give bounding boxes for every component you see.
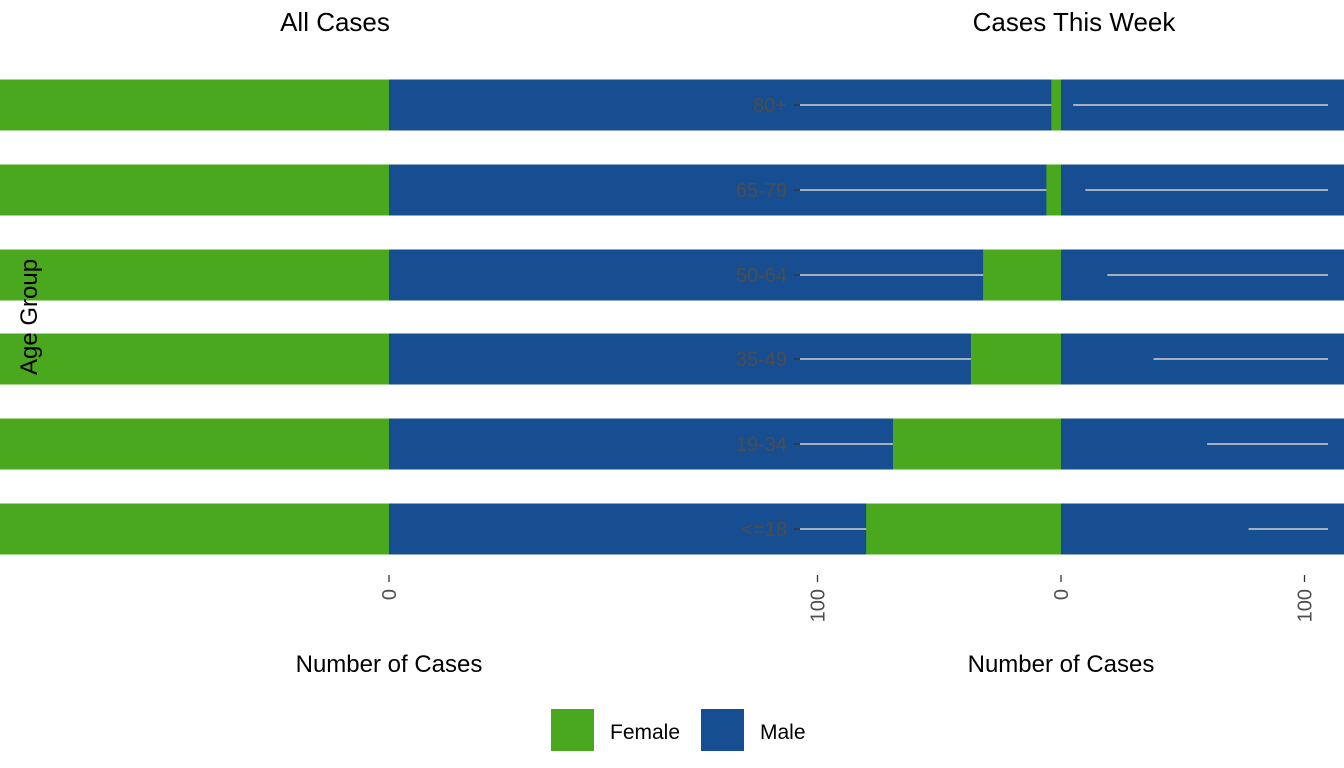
bar-female-80+ [0, 79, 389, 131]
bar-male-35-49 [1061, 333, 1154, 385]
x-tick-label: 100 [808, 589, 830, 622]
bar-female-80+ [1051, 79, 1061, 131]
bar-female-65-79 [1046, 164, 1061, 216]
legend: Female Male [551, 709, 806, 751]
legend-swatch-male [701, 709, 744, 751]
legend-label-male: Male [760, 721, 806, 744]
bar-female-65-79 [0, 164, 389, 216]
bar-female-<=18 [866, 503, 1061, 555]
bar-male-50-64 [1061, 249, 1108, 301]
y-tick-label: 65-79 [736, 180, 787, 202]
bar-female-50-64 [0, 249, 389, 301]
y-tick-label: 19-34 [736, 434, 787, 456]
bar-female-35-49 [0, 333, 389, 385]
bar-female-<=18 [0, 503, 389, 555]
bar-female-50-64 [983, 249, 1061, 301]
y-tick-label: 50-64 [736, 265, 787, 287]
chart-title: All Cases [280, 7, 390, 37]
x-tick-label: 100 [1295, 589, 1317, 622]
bar-male-65-79 [1061, 164, 1086, 216]
bar-female-19-34 [0, 418, 389, 470]
bar-male-80+ [1061, 79, 1074, 131]
y-tick-label: 80+ [753, 95, 787, 117]
chart-title: Cases This Week [973, 7, 1177, 37]
y-axis-title: Age Group [16, 259, 43, 375]
y-tick-label: 35-49 [736, 349, 787, 371]
x-tick-label: 0 [1051, 589, 1073, 600]
bar-female-19-34 [892, 418, 1061, 470]
bar-male-<=18 [1061, 503, 1249, 555]
x-tick-label: 0 [379, 589, 401, 600]
chart-panel-2: Cases This Week 80+ 65-79 50-64 35-49 19-34 <=… [736, 7, 1328, 678]
bar-male-19-34 [1061, 418, 1208, 470]
y-tick-label: <=18 [741, 519, 787, 541]
legend-label-female: Female [610, 721, 680, 744]
x-axis-title: Number of Cases [968, 651, 1155, 678]
legend-swatch-female [551, 709, 594, 751]
bar-female-35-49 [970, 333, 1061, 385]
x-axis-title: Number of Cases [296, 651, 483, 678]
